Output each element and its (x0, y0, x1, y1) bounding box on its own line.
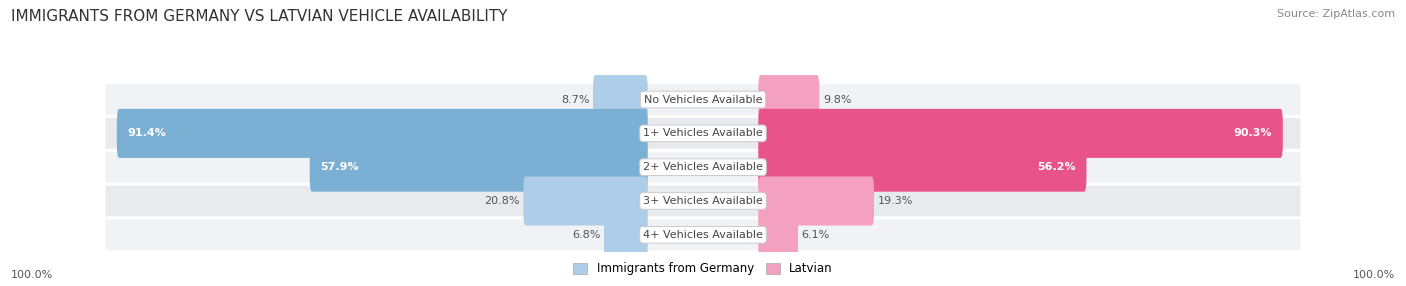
Text: 100.0%: 100.0% (11, 270, 53, 280)
FancyBboxPatch shape (758, 176, 875, 225)
FancyBboxPatch shape (758, 143, 1087, 192)
FancyBboxPatch shape (104, 83, 1302, 116)
FancyBboxPatch shape (117, 109, 648, 158)
FancyBboxPatch shape (104, 150, 1302, 184)
FancyBboxPatch shape (605, 210, 648, 259)
Text: 19.3%: 19.3% (877, 196, 912, 206)
Text: 6.8%: 6.8% (572, 230, 600, 240)
Text: 100.0%: 100.0% (1353, 270, 1395, 280)
Text: 20.8%: 20.8% (485, 196, 520, 206)
Text: 57.9%: 57.9% (321, 162, 360, 172)
FancyBboxPatch shape (104, 117, 1302, 150)
Text: 91.4%: 91.4% (128, 128, 167, 138)
FancyBboxPatch shape (104, 218, 1302, 251)
Text: 8.7%: 8.7% (561, 95, 589, 105)
Text: 3+ Vehicles Available: 3+ Vehicles Available (643, 196, 763, 206)
FancyBboxPatch shape (523, 176, 648, 225)
Text: 6.1%: 6.1% (801, 230, 830, 240)
Text: No Vehicles Available: No Vehicles Available (644, 95, 762, 105)
FancyBboxPatch shape (758, 75, 820, 124)
Text: 1+ Vehicles Available: 1+ Vehicles Available (643, 128, 763, 138)
Text: 90.3%: 90.3% (1233, 128, 1272, 138)
Legend: Immigrants from Germany, Latvian: Immigrants from Germany, Latvian (568, 258, 838, 280)
Text: IMMIGRANTS FROM GERMANY VS LATVIAN VEHICLE AVAILABILITY: IMMIGRANTS FROM GERMANY VS LATVIAN VEHIC… (11, 9, 508, 23)
FancyBboxPatch shape (593, 75, 648, 124)
FancyBboxPatch shape (758, 109, 1282, 158)
Text: 2+ Vehicles Available: 2+ Vehicles Available (643, 162, 763, 172)
FancyBboxPatch shape (309, 143, 648, 192)
Text: 4+ Vehicles Available: 4+ Vehicles Available (643, 230, 763, 240)
FancyBboxPatch shape (758, 210, 799, 259)
Text: 9.8%: 9.8% (823, 95, 851, 105)
Text: Source: ZipAtlas.com: Source: ZipAtlas.com (1277, 9, 1395, 19)
Text: 56.2%: 56.2% (1036, 162, 1076, 172)
FancyBboxPatch shape (104, 184, 1302, 218)
